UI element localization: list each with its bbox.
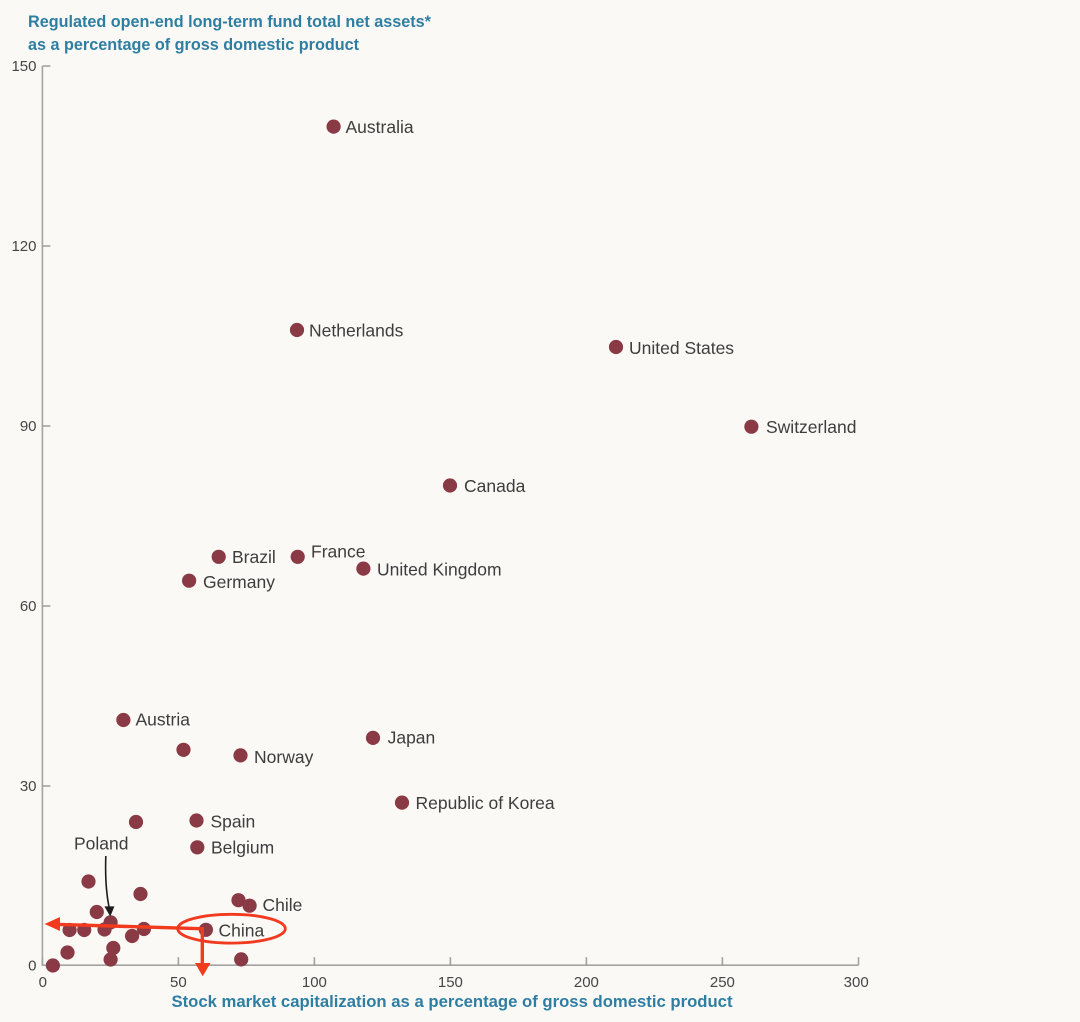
svg-text:Austria: Austria (136, 710, 191, 730)
svg-text:Chile: Chile (263, 895, 303, 915)
svg-text:Stock market capitalization as: Stock market capitalization as a percent… (171, 992, 732, 1011)
svg-text:100: 100 (302, 974, 327, 991)
svg-text:Brazil: Brazil (232, 547, 276, 567)
svg-text:Germany: Germany (203, 572, 275, 592)
svg-text:150: 150 (11, 58, 36, 75)
svg-text:0: 0 (28, 958, 36, 975)
svg-text:120: 120 (11, 238, 36, 255)
svg-text:Spain: Spain (211, 812, 256, 832)
svg-text:Norway: Norway (254, 747, 314, 767)
svg-text:Canada: Canada (464, 476, 526, 496)
svg-text:0: 0 (39, 974, 47, 991)
svg-text:60: 60 (20, 598, 37, 615)
svg-text:Regulated open-end long-term f: Regulated open-end long-term fund total … (28, 13, 432, 31)
svg-text:Australia: Australia (346, 117, 414, 137)
svg-text:Japan: Japan (388, 728, 436, 748)
svg-text:United States: United States (629, 338, 734, 358)
svg-text:300: 300 (844, 974, 869, 991)
svg-text:France: France (311, 542, 365, 562)
svg-text:90: 90 (20, 418, 37, 435)
svg-text:China: China (219, 921, 265, 941)
svg-text:30: 30 (20, 778, 37, 795)
svg-text:as a percentage of gross domes: as a percentage of gross domestic produc… (28, 36, 360, 54)
svg-text:Poland: Poland (74, 834, 129, 854)
svg-text:Belgium: Belgium (211, 838, 274, 858)
svg-text:United Kingdom: United Kingdom (377, 560, 502, 580)
svg-text:Republic of Korea: Republic of Korea (416, 793, 555, 813)
svg-text:150: 150 (438, 974, 463, 991)
svg-text:200: 200 (574, 974, 599, 991)
svg-text:Netherlands: Netherlands (309, 321, 404, 341)
svg-text:Switzerland: Switzerland (766, 417, 856, 437)
svg-text:250: 250 (710, 974, 735, 991)
svg-text:50: 50 (170, 974, 187, 991)
